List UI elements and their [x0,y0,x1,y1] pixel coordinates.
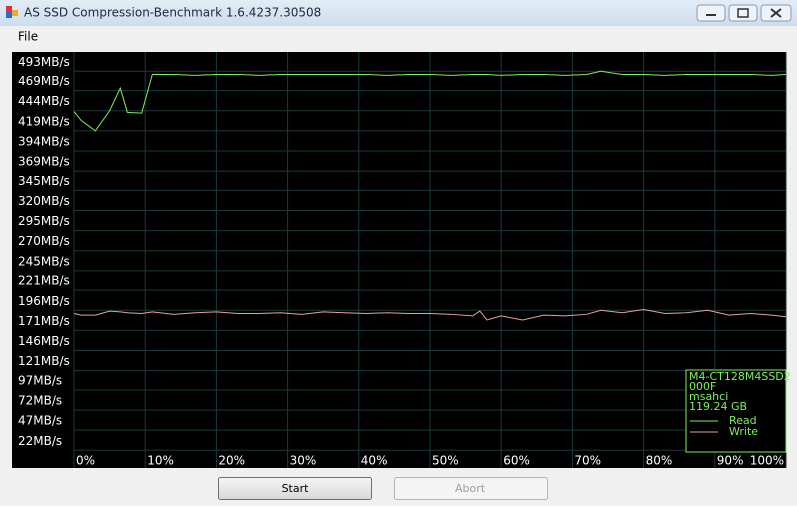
y-tick-label: 469MB/s [18,74,70,88]
window-controls[interactable] [696,4,792,22]
abort-button: Abort [394,477,548,500]
y-tick-label: 97MB/s [18,373,62,387]
maximize-button[interactable] [728,4,758,22]
y-tick-label: 270MB/s [18,234,70,248]
button-label: Abort [455,482,486,495]
x-tick-label: 70% [574,454,601,468]
window-title: AS SSD Compression-Benchmark 1.6.4237.30… [24,6,321,20]
y-tick-label: 419MB/s [18,114,70,128]
menu-item[interactable]: File [18,30,38,44]
x-tick-label: 10% [147,454,174,468]
x-tick-label: 40% [361,454,388,468]
y-tick-label: 369MB/s [18,155,70,169]
y-tick-label: 221MB/s [18,274,70,288]
x-tick-label: 80% [646,454,673,468]
data-line [73,70,787,132]
y-tick-label: 444MB/s [18,94,70,108]
y-tick-label: 171MB/s [18,314,70,328]
minimize-button[interactable] [696,4,726,22]
y-tick-label: 245MB/s [18,254,70,268]
y-tick-label: 320MB/s [18,194,70,208]
data-line [73,308,787,321]
x-tick-label: 20% [218,454,245,468]
y-tick-label: 22MB/s [18,434,62,448]
device-info: msahci [689,390,728,403]
legend-label: Read [729,414,757,427]
y-tick-label: 121MB/s [18,354,70,368]
app-icon [6,6,18,18]
maximize-icon [737,8,749,18]
title-bar [0,0,797,26]
y-tick-label: 72MB/s [18,394,62,408]
y-tick-label: 196MB/s [18,294,70,308]
legend-label: Write [729,425,758,438]
button-label: Start [282,482,310,495]
chart-area [12,52,786,468]
y-tick-label: 295MB/s [18,214,70,228]
device-info: 000F [689,380,716,393]
x-tick-label: 60% [503,454,530,468]
x-tick-label: 50% [432,454,459,468]
start-button[interactable]: Start [218,477,372,500]
chart: 493MB/s 469MB/s 444MB/s 419MB/s 394MB/s 369MB… [18,52,787,468]
close-icon [770,8,782,18]
y-tick-label: 146MB/s [18,334,70,348]
x-tick-label: 100% [750,454,784,468]
legend [685,369,787,453]
y-tick-label: 394MB/s [18,134,70,148]
x-tick-label: 30% [290,454,317,468]
y-tick-label: 345MB/s [18,174,70,188]
device-info: M4-CT128M4SSD2 [689,370,791,383]
x-tick-label: 0% [76,454,95,468]
device-info: 119.24 GB [689,400,747,413]
x-tick-label: 90% [717,454,744,468]
y-tick-label: 493MB/s [18,55,70,69]
y-tick-label: 47MB/s [18,414,62,428]
